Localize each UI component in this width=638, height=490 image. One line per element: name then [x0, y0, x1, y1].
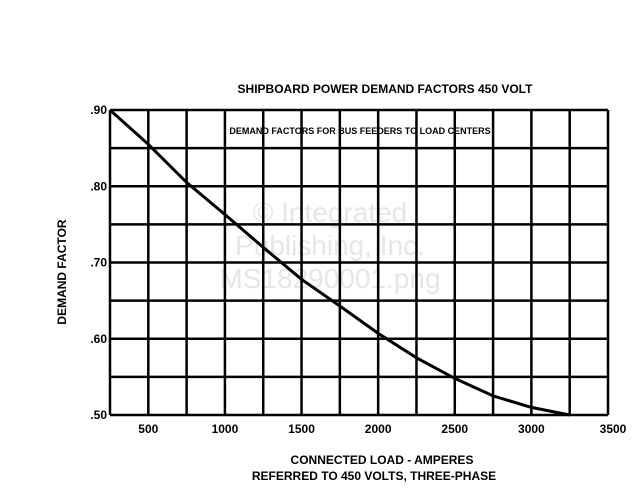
x-tick-label: 3500	[600, 422, 627, 436]
y-tick-label: .60	[90, 332, 107, 346]
x-tick-label: 500	[138, 422, 158, 436]
y-tick-label: .50	[90, 408, 107, 422]
watermark-line-3: MS18290001.png	[219, 263, 440, 294]
x-tick-label: 1500	[288, 422, 315, 436]
x-tick-label: 2500	[441, 422, 468, 436]
grid	[108, 108, 610, 417]
demand-factor-curve	[108, 108, 570, 417]
watermark: © Integrated Publishing, Inc. MS18290001…	[219, 197, 440, 294]
x-axis-label-2: REFERRED TO 450 VOLTS, THREE-PHASE	[252, 469, 496, 483]
x-tick-label: 2000	[365, 422, 392, 436]
y-tick-label: .80	[90, 179, 107, 193]
watermark-line-2: Publishing, Inc.	[235, 230, 425, 261]
x-tick-label: 1000	[212, 422, 239, 436]
x-tick-label: 3000	[518, 422, 545, 436]
y-tick-label: .70	[90, 256, 107, 270]
chart-annotation: DEMAND FACTORS FOR BUS FEEDERS TO LOAD C…	[229, 126, 490, 136]
y-axis-label: DEMAND FACTOR	[55, 219, 69, 324]
watermark-line-1: © Integrated	[253, 197, 408, 228]
x-axis-label: CONNECTED LOAD - AMPERES	[291, 453, 474, 467]
chart-title: SHIPBOARD POWER DEMAND FACTORS 450 VOLT	[238, 82, 534, 96]
y-tick-label: .90	[90, 103, 107, 117]
tick-labels: 500 1000 1500 2000 2500 3000 3500 .50 .60 .70 .80.…	[90, 103, 626, 436]
